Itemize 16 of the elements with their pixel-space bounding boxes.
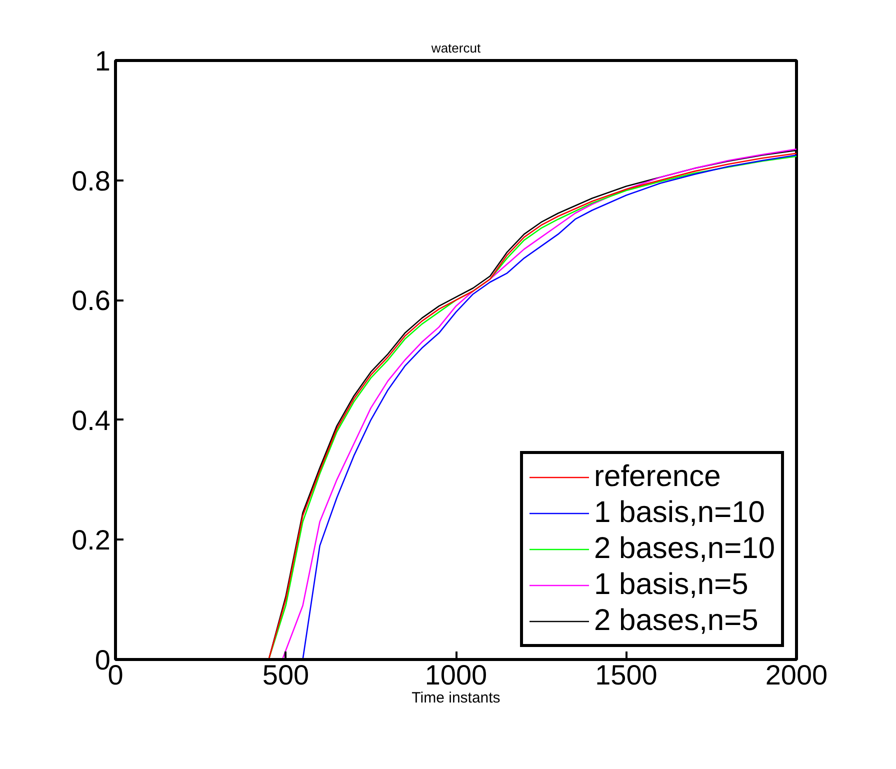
legend-label: 1 basis,n=5	[594, 568, 748, 602]
x-axis-title: Time instants	[412, 690, 500, 706]
y-tick-label: 1	[94, 46, 111, 76]
legend-label: 2 bases,n=5	[594, 604, 758, 638]
x-tick-label: 500	[262, 660, 310, 690]
x-tick-label: 2000	[765, 660, 828, 690]
chart-title: watercut	[430, 40, 481, 56]
y-tick-label: 0.4	[72, 404, 111, 436]
y-tick-label: 0.8	[72, 165, 111, 196]
legend-label: 1 basis,n=10	[594, 496, 765, 530]
legend-label: 2 bases,n=10	[594, 532, 775, 566]
legend-label: reference	[594, 460, 721, 494]
y-tick-label: 0.2	[72, 524, 111, 556]
x-tick-label: 1500	[595, 660, 658, 690]
y-tick-label: 0.6	[72, 285, 111, 316]
x-tick-label: 1000	[424, 660, 488, 690]
